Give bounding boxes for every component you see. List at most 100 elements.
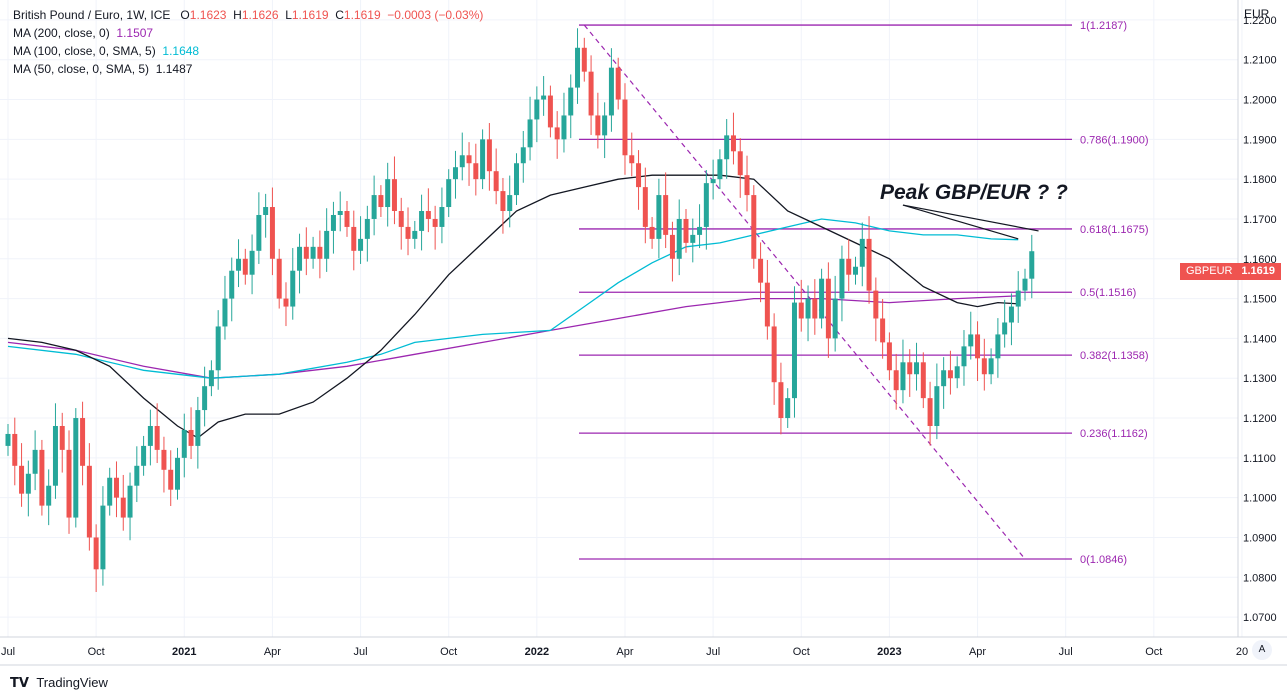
y-tick-label: 1.1000 bbox=[1243, 493, 1277, 505]
x-tick-label: Oct bbox=[793, 646, 810, 658]
legend-ma200-row[interactable]: MA (200, close, 0) 1.1507 bbox=[13, 24, 483, 42]
candle-body bbox=[73, 418, 79, 518]
candle-body bbox=[256, 214, 262, 251]
candle-body bbox=[758, 258, 764, 283]
candle-body bbox=[608, 67, 614, 116]
x-tick-label: Apr bbox=[616, 646, 633, 658]
candle-body bbox=[683, 218, 689, 243]
low-value: 1.1619 bbox=[291, 8, 329, 22]
candle-body bbox=[419, 211, 425, 231]
candle-body bbox=[914, 362, 920, 375]
candle-body bbox=[432, 218, 438, 227]
candle-body bbox=[663, 195, 669, 235]
ma100-label: MA (100, close, 0, SMA, 5) bbox=[13, 44, 156, 58]
ma50-value: 1.1487 bbox=[155, 62, 193, 76]
candle-body bbox=[676, 218, 682, 259]
y-tick-label: 1.1900 bbox=[1243, 134, 1277, 146]
y-tick-label: 1.2200 bbox=[1243, 15, 1277, 27]
candle-body bbox=[5, 433, 11, 446]
open-value: 1.1623 bbox=[189, 8, 227, 22]
candle-body bbox=[12, 433, 18, 466]
ma100-line bbox=[7, 218, 1019, 379]
candle-body bbox=[236, 258, 242, 271]
y-tick-label: 1.2000 bbox=[1243, 95, 1277, 107]
x-tick-label: 20 bbox=[1236, 646, 1248, 658]
candle-body bbox=[242, 258, 248, 275]
price-tag-value: 1.1619 bbox=[1241, 265, 1275, 277]
candle-body bbox=[473, 163, 479, 180]
y-tick-label: 1.0700 bbox=[1243, 612, 1277, 624]
candle-body bbox=[32, 449, 38, 474]
annotation-arrow bbox=[902, 204, 1019, 240]
candle-body bbox=[134, 465, 140, 486]
candle-body bbox=[629, 155, 635, 164]
ma200-value: 1.1507 bbox=[116, 26, 154, 40]
footer-branding[interactable]: 𝗧𝗩 TradingView bbox=[10, 675, 108, 691]
candle-body bbox=[622, 99, 628, 156]
candle-body bbox=[934, 386, 940, 426]
auto-scale-button[interactable]: A bbox=[1252, 640, 1272, 660]
candle-body bbox=[649, 226, 655, 239]
close-key: C bbox=[335, 8, 344, 22]
candle-body bbox=[52, 425, 58, 486]
annotation-text[interactable]: Peak GBP/EUR ? ? bbox=[880, 181, 1068, 204]
legend-symbol-row: British Pound / Euro, 1W, ICE O1.1623 H1… bbox=[13, 6, 483, 24]
candle-body bbox=[19, 465, 25, 494]
candle-body bbox=[297, 246, 303, 271]
fib-levels: 1(1.2187) 0.786(1.1900) 0.618(1.1675) 0.5(1… bbox=[579, 20, 1149, 566]
candle-body bbox=[486, 139, 492, 172]
candle-body bbox=[602, 115, 608, 136]
candle-body bbox=[839, 258, 845, 299]
candle-body bbox=[669, 234, 675, 259]
y-tick-label: 1.1500 bbox=[1243, 294, 1277, 306]
candle-body bbox=[907, 362, 913, 375]
y-tick-label: 1.1200 bbox=[1243, 413, 1277, 425]
candle-body bbox=[385, 179, 391, 208]
candle-body bbox=[222, 298, 228, 327]
ma50-line bbox=[7, 174, 1019, 439]
candle-body bbox=[853, 266, 858, 275]
price-tag-symbol: GBPEUR bbox=[1186, 265, 1233, 277]
candle-body bbox=[514, 163, 519, 196]
candle-body bbox=[988, 358, 994, 375]
candle-body bbox=[459, 155, 465, 168]
y-tick-label: 1.1700 bbox=[1243, 214, 1277, 226]
candle-body bbox=[886, 342, 892, 371]
open-key: O bbox=[180, 8, 190, 22]
candle-body bbox=[873, 290, 879, 319]
candle-body bbox=[168, 469, 174, 490]
candle-body bbox=[846, 258, 852, 275]
legend-ma50-row[interactable]: MA (50, close, 0, SMA, 5) 1.1487 bbox=[13, 60, 483, 78]
legend-ma100-row[interactable]: MA (100, close, 0, SMA, 5) 1.1648 bbox=[13, 42, 483, 60]
candle-body bbox=[981, 358, 987, 375]
high-key: H bbox=[233, 8, 242, 22]
candle-body bbox=[568, 87, 574, 116]
candle-body bbox=[59, 425, 65, 450]
candle-body bbox=[195, 410, 201, 446]
candle-body bbox=[819, 278, 825, 319]
x-tick-label: 2022 bbox=[525, 646, 549, 658]
x-tick-label: 2023 bbox=[877, 646, 901, 658]
candle-body bbox=[642, 187, 648, 227]
chart-legend: British Pound / Euro, 1W, ICE O1.1623 H1… bbox=[13, 6, 483, 78]
candle-body bbox=[439, 207, 445, 227]
candle-body bbox=[954, 366, 960, 379]
y-tick-label: 1.1300 bbox=[1243, 373, 1277, 385]
fib-label: 0.786(1.1900) bbox=[1080, 134, 1149, 146]
candle-body bbox=[737, 151, 743, 176]
candle-body bbox=[975, 334, 981, 359]
candle-body bbox=[229, 270, 235, 299]
candle-body bbox=[947, 370, 953, 379]
candle-body bbox=[398, 211, 404, 227]
currency-label[interactable]: EUR bbox=[1244, 7, 1270, 21]
x-tick-label: Oct bbox=[440, 646, 457, 658]
fib-label: 1(1.2187) bbox=[1080, 20, 1127, 32]
y-tick-label: 1.0900 bbox=[1243, 532, 1277, 544]
last-price-tag: GBPEUR 1.1619 bbox=[1180, 263, 1281, 280]
candle-body bbox=[541, 95, 547, 100]
annotation-arrows bbox=[902, 204, 1039, 240]
ma200-line bbox=[7, 295, 1019, 379]
axes: 1.0700 1.0800 1.0900 1.1000 1.1100 1.1200 1.13… bbox=[0, 0, 1287, 666]
candle-body bbox=[141, 445, 147, 466]
